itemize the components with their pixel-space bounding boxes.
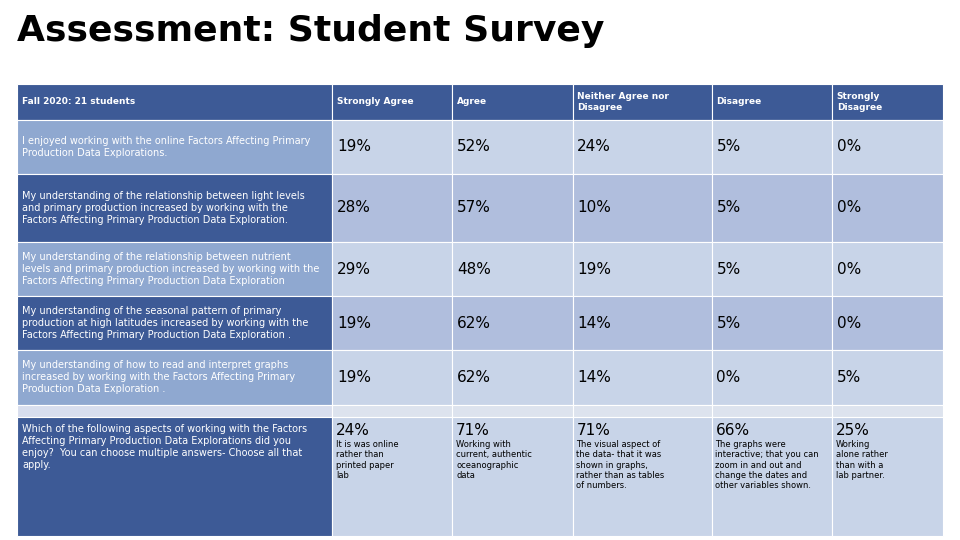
- Bar: [572, 242, 711, 296]
- Text: 71%: 71%: [576, 423, 611, 437]
- Bar: [452, 242, 572, 296]
- Bar: [711, 417, 832, 536]
- Text: 19%: 19%: [577, 261, 612, 276]
- Bar: [17, 350, 332, 404]
- Bar: [711, 120, 832, 174]
- Bar: [832, 84, 943, 120]
- Bar: [332, 350, 452, 404]
- Bar: [711, 84, 832, 120]
- Text: 66%: 66%: [715, 423, 750, 437]
- Text: My understanding of the seasonal pattern of primary
production at high latitudes: My understanding of the seasonal pattern…: [22, 306, 308, 340]
- Bar: [452, 404, 572, 417]
- Text: My understanding of how to read and interpret graphs
increased by working with t: My understanding of how to read and inte…: [22, 361, 296, 395]
- Bar: [572, 350, 711, 404]
- Bar: [17, 84, 332, 120]
- Bar: [332, 404, 452, 417]
- Bar: [572, 417, 711, 536]
- Bar: [832, 350, 943, 404]
- Bar: [832, 296, 943, 350]
- Bar: [452, 417, 572, 536]
- Bar: [832, 120, 943, 174]
- Bar: [332, 120, 452, 174]
- Text: 14%: 14%: [577, 370, 612, 385]
- Bar: [17, 417, 332, 536]
- Text: 29%: 29%: [337, 261, 371, 276]
- Bar: [711, 242, 832, 296]
- Text: The graphs were
interactive; that you can
zoom in and out and
change the dates a: The graphs were interactive; that you ca…: [715, 440, 819, 490]
- Text: Strongly Agree: Strongly Agree: [337, 97, 414, 106]
- Text: I enjoyed working with the online Factors Affecting Primary
Production Data Expl: I enjoyed working with the online Factor…: [22, 136, 310, 158]
- Text: 71%: 71%: [456, 423, 490, 437]
- Bar: [832, 417, 943, 536]
- Text: 5%: 5%: [716, 200, 741, 215]
- Bar: [17, 174, 332, 242]
- Text: Working with
current, authentic
oceanographic
data: Working with current, authentic oceanogr…: [456, 440, 532, 480]
- Text: 5%: 5%: [716, 316, 741, 330]
- Bar: [572, 404, 711, 417]
- Bar: [711, 296, 832, 350]
- Bar: [572, 296, 711, 350]
- Bar: [17, 242, 332, 296]
- Text: 25%: 25%: [836, 423, 870, 437]
- Text: 5%: 5%: [837, 370, 861, 385]
- Bar: [332, 242, 452, 296]
- Text: Assessment: Student Survey: Assessment: Student Survey: [17, 14, 605, 48]
- Bar: [711, 174, 832, 242]
- Text: Working
alone rather
than with a
lab partner.: Working alone rather than with a lab par…: [836, 440, 888, 480]
- Bar: [452, 296, 572, 350]
- Text: My understanding of the relationship between nutrient
levels and primary product: My understanding of the relationship bet…: [22, 252, 320, 286]
- Bar: [452, 84, 572, 120]
- Text: 5%: 5%: [716, 261, 741, 276]
- Text: 19%: 19%: [337, 139, 371, 154]
- Bar: [17, 404, 332, 417]
- Text: 0%: 0%: [716, 370, 741, 385]
- Text: Fall 2020: 21 students: Fall 2020: 21 students: [22, 97, 135, 106]
- Bar: [452, 350, 572, 404]
- Bar: [332, 417, 452, 536]
- Bar: [572, 84, 711, 120]
- Text: Which of the following aspects of working with the Factors
Affecting Primary Pro: Which of the following aspects of workin…: [22, 424, 307, 470]
- Text: 14%: 14%: [577, 316, 612, 330]
- Text: 0%: 0%: [837, 316, 861, 330]
- Bar: [17, 120, 332, 174]
- Text: 57%: 57%: [457, 200, 491, 215]
- Bar: [452, 120, 572, 174]
- Bar: [572, 174, 711, 242]
- Text: 48%: 48%: [457, 261, 491, 276]
- Bar: [832, 242, 943, 296]
- Bar: [832, 174, 943, 242]
- Bar: [572, 120, 711, 174]
- Text: My understanding of the relationship between light levels
and primary production: My understanding of the relationship bet…: [22, 191, 305, 225]
- Bar: [332, 84, 452, 120]
- Bar: [711, 350, 832, 404]
- Bar: [711, 404, 832, 417]
- Text: 62%: 62%: [457, 316, 492, 330]
- Text: 62%: 62%: [457, 370, 492, 385]
- Text: 5%: 5%: [716, 139, 741, 154]
- Bar: [832, 404, 943, 417]
- Bar: [452, 174, 572, 242]
- Text: 24%: 24%: [336, 423, 370, 437]
- Text: 52%: 52%: [457, 139, 491, 154]
- Text: 10%: 10%: [577, 200, 612, 215]
- Text: 0%: 0%: [837, 139, 861, 154]
- Bar: [332, 174, 452, 242]
- Text: Disagree: Disagree: [716, 97, 761, 106]
- Text: Strongly
Disagree: Strongly Disagree: [837, 92, 882, 112]
- Text: Agree: Agree: [457, 97, 488, 106]
- Bar: [332, 296, 452, 350]
- Text: 19%: 19%: [337, 370, 371, 385]
- Text: 0%: 0%: [837, 261, 861, 276]
- Text: 0%: 0%: [837, 200, 861, 215]
- Text: 24%: 24%: [577, 139, 612, 154]
- Text: 28%: 28%: [337, 200, 371, 215]
- Text: Neither Agree nor
Disagree: Neither Agree nor Disagree: [577, 92, 669, 112]
- Text: 19%: 19%: [337, 316, 371, 330]
- Text: It is was online
rather than
printed paper
lab: It is was online rather than printed pap…: [336, 440, 398, 480]
- Text: The visual aspect of
the data- that it was
shown in graphs,
rather than as table: The visual aspect of the data- that it w…: [576, 440, 664, 490]
- Bar: [17, 296, 332, 350]
